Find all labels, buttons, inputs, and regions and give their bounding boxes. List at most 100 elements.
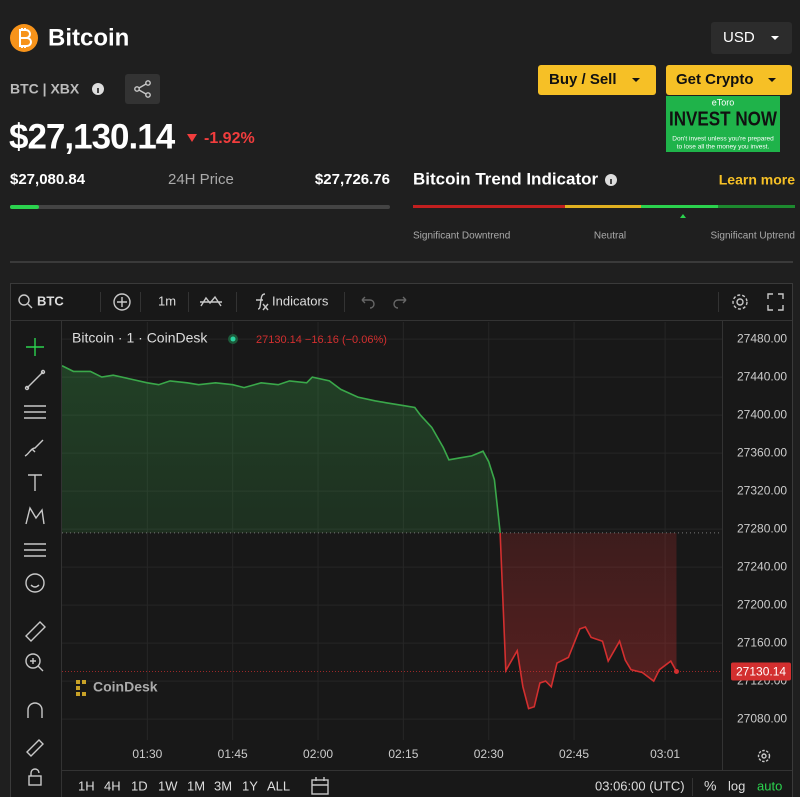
ruler-tool-part[interactable] xyxy=(25,621,46,642)
get-crypto-button[interactable] xyxy=(666,65,792,95)
buy-sell-label[interactable]: Buy / Sell xyxy=(549,71,617,88)
range-button[interactable]: 1Y xyxy=(242,778,258,793)
percent-toggle[interactable]: % xyxy=(704,778,716,794)
brush-tool[interactable] xyxy=(24,439,44,457)
forecast-tool[interactable] xyxy=(24,543,46,557)
range-button[interactable]: ALL xyxy=(267,778,290,793)
pattern-tool[interactable] xyxy=(25,506,45,525)
share-icon[interactable] xyxy=(134,80,151,98)
text-tool[interactable] xyxy=(28,474,42,491)
auto-toggle[interactable]: auto xyxy=(757,778,782,793)
settings-button-part[interactable] xyxy=(736,298,744,306)
fib-tool-part[interactable] xyxy=(24,405,46,419)
emoji-tool[interactable] xyxy=(25,573,45,593)
lock-draw-tool-part[interactable] xyxy=(26,739,44,757)
ad-disclaimer[interactable]: Don't invest unless you're prepared xyxy=(672,136,774,143)
trendline-tool-part[interactable] xyxy=(26,371,44,389)
get-crypto-caret[interactable] xyxy=(768,78,776,82)
share-icon-part[interactable] xyxy=(138,83,147,95)
crosshair-tool-part[interactable] xyxy=(26,338,44,356)
range-button[interactable]: 1H xyxy=(78,778,95,793)
compare-button-part[interactable] xyxy=(113,293,131,311)
ad-disclaimer[interactable]: to lose all the money you invest. xyxy=(677,144,770,151)
range-button[interactable]: 3M xyxy=(214,778,232,793)
trendline-tool-part[interactable] xyxy=(24,385,30,391)
currency-select[interactable] xyxy=(711,22,792,54)
lock-draw-tool[interactable] xyxy=(26,739,44,757)
interval-button[interactable]: 1m xyxy=(158,293,176,308)
range-button[interactable]: 1W xyxy=(158,778,178,793)
share-icon-part[interactable] xyxy=(134,86,140,92)
fx-icon[interactable] xyxy=(256,293,269,311)
magnet-tool[interactable] xyxy=(27,702,43,718)
ad-brand[interactable]: eToro xyxy=(712,97,735,107)
currency-caret[interactable] xyxy=(771,36,779,40)
zoom-tool[interactable] xyxy=(25,653,44,672)
lock-tool-part[interactable] xyxy=(30,768,40,776)
settings-button-part[interactable] xyxy=(732,294,748,310)
redo-button-part[interactable] xyxy=(393,296,407,309)
date-range-button[interactable] xyxy=(311,777,329,795)
search-icon-part[interactable] xyxy=(18,294,30,306)
indicators-button[interactable]: Indicators xyxy=(272,293,329,308)
emoji-tool-part[interactable] xyxy=(30,584,40,588)
learn-more-link[interactable]: Learn more xyxy=(719,172,795,188)
x-tick-label: 01:45 xyxy=(218,747,248,761)
trendline-tool-part[interactable] xyxy=(40,369,46,375)
text-tool-part[interactable] xyxy=(28,474,42,491)
buy-sell-caret[interactable] xyxy=(632,78,640,82)
compare-button-part[interactable] xyxy=(117,297,127,307)
lock-tool[interactable] xyxy=(28,768,42,786)
forecast-tool-part[interactable] xyxy=(24,543,46,557)
last-price-label: 27130.14 xyxy=(736,665,786,679)
brush-tool-part[interactable] xyxy=(24,439,44,457)
ruler-tool[interactable] xyxy=(25,621,46,642)
currency-label[interactable]: USD xyxy=(723,29,755,46)
undo-button-part[interactable] xyxy=(361,296,375,309)
logo-mark xyxy=(76,680,80,684)
info-icon-bar[interactable] xyxy=(97,88,99,93)
info-icon-bar[interactable] xyxy=(610,179,612,184)
get-crypto-label[interactable]: Get Crypto xyxy=(676,71,754,88)
search-icon[interactable] xyxy=(18,294,33,309)
trendline-tool[interactable] xyxy=(24,369,46,391)
fx-icon-part[interactable] xyxy=(256,293,269,311)
range-button[interactable]: 1D xyxy=(131,778,148,793)
chart-style-button[interactable] xyxy=(200,295,222,307)
share-icon-part[interactable] xyxy=(145,92,151,98)
compare-button[interactable] xyxy=(113,293,131,311)
date-range-button-part[interactable] xyxy=(311,779,329,795)
range-button[interactable]: 1M xyxy=(187,778,205,793)
date-range-button-part[interactable] xyxy=(312,777,328,786)
fullscreen-button[interactable] xyxy=(767,293,784,311)
x-tick-label: 03:01 xyxy=(650,747,680,761)
pattern-tool-part[interactable] xyxy=(25,506,45,525)
ad-headline[interactable]: INVEST NOW xyxy=(669,108,777,130)
magnet-tool-part[interactable] xyxy=(27,702,43,718)
log-toggle[interactable]: log xyxy=(728,778,745,793)
axis-settings[interactable] xyxy=(757,749,771,763)
chart-style-button-part[interactable] xyxy=(200,295,222,307)
axis-settings-part[interactable] xyxy=(761,753,767,759)
search-icon-part[interactable] xyxy=(27,303,33,309)
watermark: CoinDesk xyxy=(93,679,158,695)
symbol-input[interactable]: BTC xyxy=(37,293,64,308)
fullscreen-button-part[interactable] xyxy=(767,293,784,311)
undo-button[interactable] xyxy=(361,296,375,309)
emoji-tool-part[interactable] xyxy=(25,573,45,593)
redo-button[interactable] xyxy=(393,296,407,309)
lock-tool-part[interactable] xyxy=(28,775,42,786)
ad-banner[interactable] xyxy=(666,96,780,152)
share-button[interactable] xyxy=(125,74,160,104)
share-icon-part[interactable] xyxy=(145,80,151,86)
zoom-tool-part[interactable] xyxy=(25,653,41,669)
crosshair-tool[interactable] xyxy=(26,338,44,356)
axis-settings-part[interactable] xyxy=(757,749,771,763)
settings-button[interactable] xyxy=(732,294,748,310)
range-button[interactable]: 4H xyxy=(104,778,121,793)
buy-sell-button[interactable] xyxy=(538,65,656,95)
zoom-tool-part[interactable] xyxy=(30,658,44,672)
fib-tool[interactable] xyxy=(24,405,46,419)
